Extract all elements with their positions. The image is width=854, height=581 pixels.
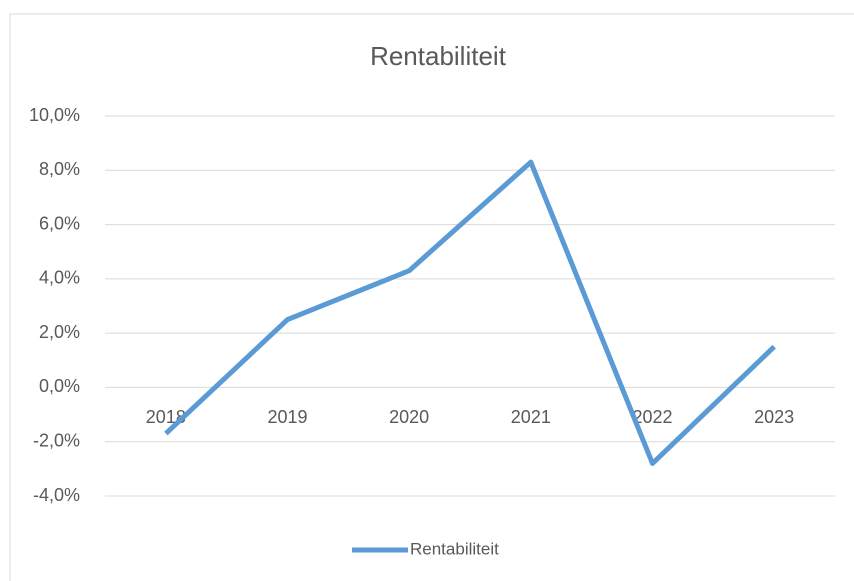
y-tick-label: 4,0% xyxy=(39,268,80,288)
y-tick-label: 2,0% xyxy=(39,322,80,342)
x-tick-label: 2020 xyxy=(389,407,429,427)
y-tick-label: -2,0% xyxy=(33,430,80,450)
y-tick-label: 8,0% xyxy=(39,159,80,179)
y-tick-label: -4,0% xyxy=(33,485,80,505)
legend-label: Rentabiliteit xyxy=(410,539,499,558)
x-tick-label: 2022 xyxy=(632,407,672,427)
x-tick-label: 2021 xyxy=(511,407,551,427)
chart-title: Rentabiliteit xyxy=(370,41,507,71)
x-tick-label: 2023 xyxy=(754,407,794,427)
chart-border xyxy=(9,13,854,581)
y-tick-label: 10,0% xyxy=(29,105,80,125)
y-tick-label: 0,0% xyxy=(39,376,80,396)
line-series xyxy=(164,159,776,466)
y-tick-label: 6,0% xyxy=(39,213,80,233)
x-tick-label: 2019 xyxy=(267,407,307,427)
